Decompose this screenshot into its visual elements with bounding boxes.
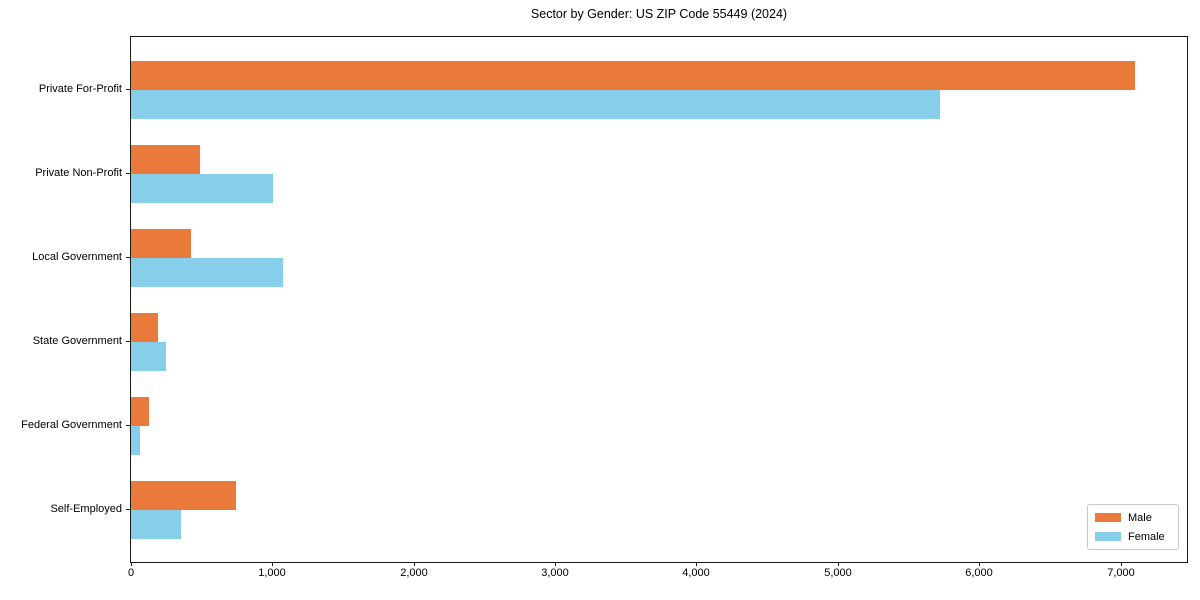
x-tick-mark xyxy=(272,562,273,566)
x-tick-mark xyxy=(1121,562,1122,566)
x-tick-label-1000: 1,000 xyxy=(258,567,286,579)
x-tick-label-4000: 4,000 xyxy=(682,567,710,579)
y-tick-label-private-non-profit: Private Non-Profit xyxy=(35,167,122,179)
x-tick-mark xyxy=(414,562,415,566)
y-tick-mark xyxy=(126,341,130,342)
y-tick-label-self-employed: Self-Employed xyxy=(50,503,122,515)
bar-male-private-for-profit xyxy=(131,61,1135,90)
x-tick-mark xyxy=(979,562,980,566)
bar-female-federal-government xyxy=(131,426,140,455)
legend: Male Female xyxy=(1087,504,1179,550)
legend-swatch-male xyxy=(1095,513,1121,522)
bar-female-local-government xyxy=(131,258,283,287)
legend-item-male: Male xyxy=(1095,510,1171,525)
y-tick-label-state-government: State Government xyxy=(32,335,122,347)
legend-label-male: Male xyxy=(1128,511,1152,524)
x-tick-label-7000: 7,000 xyxy=(1107,567,1135,579)
bar-female-self-employed xyxy=(131,510,181,539)
x-tick-mark xyxy=(555,562,556,566)
x-tick-label-2000: 2,000 xyxy=(400,567,428,579)
bar-male-self-employed xyxy=(131,481,236,510)
legend-item-female: Female xyxy=(1095,529,1171,544)
y-tick-label-private-for-profit: Private For-Profit xyxy=(38,83,122,95)
y-tick-label-federal-government: Federal Government xyxy=(21,419,122,431)
y-tick-mark xyxy=(126,509,130,510)
chart-title: Sector by Gender: US ZIP Code 55449 (202… xyxy=(530,7,788,21)
x-tick-label-3000: 3,000 xyxy=(541,567,569,579)
x-tick-mark xyxy=(696,562,697,566)
y-tick-label-local-government: Local Government xyxy=(32,251,122,263)
y-tick-mark xyxy=(126,425,130,426)
x-tick-mark xyxy=(131,562,132,566)
bar-female-private-for-profit xyxy=(131,90,940,119)
bar-male-federal-government xyxy=(131,397,149,426)
x-tick-label-5000: 5,000 xyxy=(824,567,852,579)
y-tick-mark xyxy=(126,257,130,258)
bar-female-private-non-profit xyxy=(131,174,273,203)
legend-label-female: Female xyxy=(1128,530,1165,543)
bar-male-local-government xyxy=(131,229,191,258)
x-tick-label-6000: 6,000 xyxy=(965,567,993,579)
plot-area xyxy=(130,36,1188,563)
bar-male-private-non-profit xyxy=(131,145,200,174)
bar-female-state-government xyxy=(131,342,166,371)
x-tick-mark xyxy=(838,562,839,566)
y-tick-mark xyxy=(126,89,130,90)
bar-male-state-government xyxy=(131,313,158,342)
x-tick-label-0: 0 xyxy=(127,567,135,579)
y-tick-mark xyxy=(126,173,130,174)
legend-swatch-female xyxy=(1095,532,1121,541)
